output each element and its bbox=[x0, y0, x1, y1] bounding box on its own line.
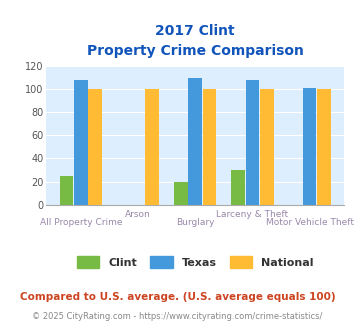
Bar bbox=[146, 89, 159, 205]
Text: Arson: Arson bbox=[125, 210, 151, 219]
Bar bbox=[189, 78, 202, 205]
Text: Larceny & Theft: Larceny & Theft bbox=[217, 210, 289, 219]
Bar bbox=[203, 89, 217, 205]
Bar bbox=[74, 80, 88, 205]
Title: 2017 Clint
Property Crime Comparison: 2017 Clint Property Crime Comparison bbox=[87, 24, 304, 58]
Bar bbox=[317, 89, 331, 205]
Text: Motor Vehicle Theft: Motor Vehicle Theft bbox=[266, 218, 354, 227]
Text: All Property Crime: All Property Crime bbox=[40, 218, 122, 227]
Text: Compared to U.S. average. (U.S. average equals 100): Compared to U.S. average. (U.S. average … bbox=[20, 292, 335, 302]
Bar bbox=[174, 182, 188, 205]
Bar bbox=[246, 80, 259, 205]
Bar bbox=[88, 89, 102, 205]
Bar bbox=[231, 170, 245, 205]
Bar bbox=[60, 176, 73, 205]
Bar bbox=[260, 89, 274, 205]
Legend: Clint, Texas, National: Clint, Texas, National bbox=[73, 252, 318, 272]
Text: © 2025 CityRating.com - https://www.cityrating.com/crime-statistics/: © 2025 CityRating.com - https://www.city… bbox=[32, 312, 323, 321]
Text: Burglary: Burglary bbox=[176, 218, 214, 227]
Bar bbox=[303, 88, 317, 205]
